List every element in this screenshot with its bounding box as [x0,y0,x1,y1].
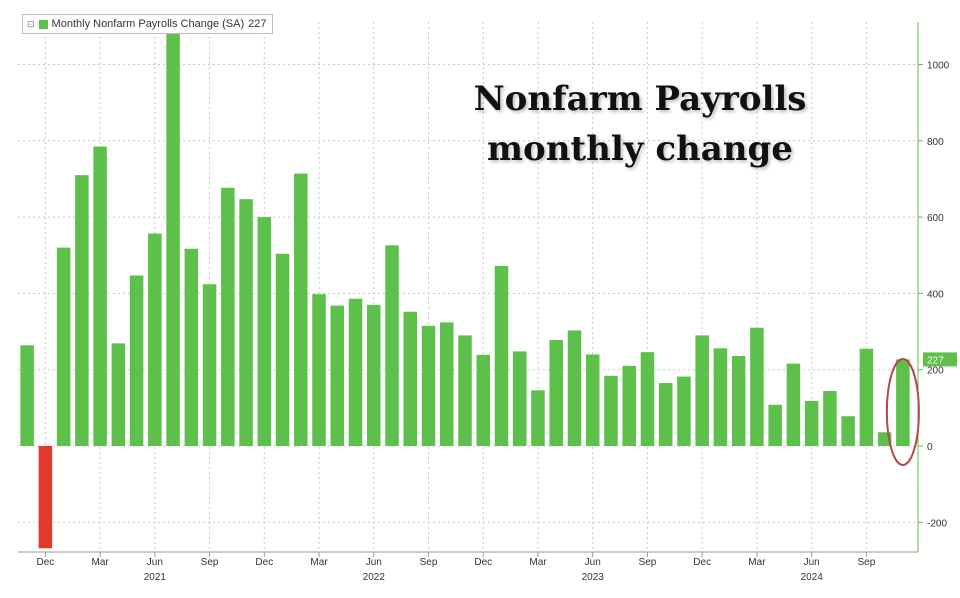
x-tick-label: Sep [857,557,875,568]
bar [56,247,71,446]
y-tick-label: 800 [927,137,944,148]
x-tick-label: Mar [529,557,547,568]
bar [549,339,563,446]
x-tick-label: Jun [147,557,163,568]
x-tick-label: Mar [310,557,328,568]
x-tick-label: Dec [36,557,54,568]
y-tick-label: 200 [927,366,944,377]
bar [294,173,308,446]
bar [440,322,454,446]
legend-last-value: 227 [248,18,267,30]
bar [677,376,691,446]
bar [896,359,910,446]
bar [166,29,180,446]
y-tick-label: -200 [927,518,947,529]
bar [713,348,728,446]
bar [75,175,89,446]
bar [804,400,819,446]
x-tick-label: Sep [420,557,438,568]
legend-label: Monthly Nonfarm Payrolls Change (SA) [51,18,245,30]
x-year-label: 2021 [144,572,167,583]
legend[interactable]: ⊡ Monthly Nonfarm Payrolls Change (SA) 2… [22,14,274,34]
highlight-ellipse [885,358,920,466]
bar [202,284,217,446]
bar [476,354,490,446]
bar [148,233,162,446]
x-tick-label: Mar [748,557,766,568]
chart-title-line2: monthly change [487,129,793,169]
bar [859,348,874,446]
chart-title-line1: Nonfarm Payrolls [473,79,807,119]
bar [622,365,636,446]
bar [257,217,272,446]
x-tick-label: Sep [201,557,219,568]
bar [385,245,399,446]
bar [403,311,418,446]
bar [348,298,363,446]
bar [567,330,582,446]
bar [111,343,126,446]
x-tick-label: Mar [91,557,109,568]
bar [731,355,746,446]
bar [823,391,837,446]
legend-swatch [38,19,48,29]
x-tick-label: Dec [693,557,711,568]
bar [458,335,472,446]
bar [221,187,235,447]
x-tick-label: Jun [804,557,820,568]
annotations: 227 [885,352,957,466]
x-tick-label: Sep [639,557,657,568]
y-tick-label: 600 [927,213,944,224]
last-value-label: 227 [927,355,944,366]
bar [768,404,782,446]
legend-toggle-icon[interactable]: ⊡ [27,18,35,29]
bar [585,354,600,446]
bar [421,325,436,446]
x-year-label: 2024 [801,572,824,583]
bar [330,305,345,446]
bar [512,351,527,446]
bar [275,253,290,446]
bar [658,383,673,446]
bar [20,345,34,446]
x-tick-label: Jun [366,557,382,568]
bar [367,304,381,446]
bar [786,363,801,446]
bar [494,265,509,446]
bar [38,446,53,549]
axes [18,22,923,557]
bar [695,335,709,446]
x-year-label: 2022 [363,572,386,583]
bar [841,416,855,446]
bar [640,352,655,446]
y-tick-label: 1000 [927,61,950,72]
bar [93,146,107,446]
x-tick-label: Dec [255,557,273,568]
tick-labels: -200 0 200 400 600 800 1000 Dec Mar Jun Sep Dec Mar J… [36,61,949,584]
y-tick-label: 400 [927,289,944,300]
y-tick-label: 0 [927,442,933,453]
bar [604,375,618,446]
last-value-tag [923,352,957,367]
bar [750,327,764,446]
bar [312,294,326,446]
bar [129,275,144,446]
bar [531,390,545,446]
x-tick-label: Dec [474,557,492,568]
bar [239,199,253,446]
x-year-label: 2023 [582,572,605,583]
x-tick-label: Jun [585,557,601,568]
bars [20,29,910,549]
chart-title: Nonfarm Payrolls monthly change [440,74,840,174]
bar [184,248,199,446]
